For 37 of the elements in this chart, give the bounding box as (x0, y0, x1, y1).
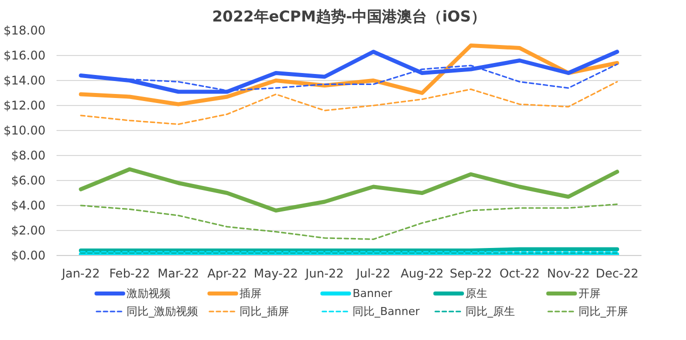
legend-label: 开屏 (578, 287, 600, 300)
line-series (80, 204, 618, 240)
y-tick-label: $2.00 (11, 224, 46, 238)
x-tick-label: Jun-22 (304, 266, 344, 280)
line-series (80, 81, 618, 125)
y-tick-label: $12.00 (4, 98, 46, 112)
y-tick-label: $10.00 (4, 124, 46, 138)
x-tick-label: Jul-22 (355, 266, 390, 280)
x-tick-label: Sep-22 (450, 266, 492, 280)
legend-label: 同比_激励视频 (126, 305, 198, 318)
x-tick-label: Aug-22 (400, 266, 444, 280)
x-tick-label: Oct-22 (499, 266, 540, 280)
y-tick-label: $16.00 (4, 48, 46, 62)
x-tick-label: Dec-22 (596, 266, 639, 280)
legend-label: 同比_原生 (466, 305, 516, 318)
legend-label: Banner (352, 287, 393, 300)
legend-label: 同比_插屏 (240, 305, 290, 318)
y-tick-label: $18.00 (4, 24, 46, 38)
x-tick-label: Nov-22 (547, 266, 590, 280)
legend-label: 同比_Banner (352, 305, 420, 318)
x-tick-label: May-22 (254, 266, 298, 280)
line-series (78, 167, 620, 212)
y-tick-label: $0.00 (11, 248, 46, 262)
x-tick-label: Feb-22 (109, 266, 150, 280)
y-tick-label: $4.00 (11, 198, 46, 212)
x-tick-label: Apr-22 (207, 266, 247, 280)
x-tick-label: Jan-22 (60, 266, 100, 280)
y-tick-label: $6.00 (11, 174, 46, 188)
y-tick-label: $14.00 (4, 74, 46, 88)
legend-label: 原生 (466, 287, 488, 300)
legend-label: 插屏 (240, 287, 262, 300)
line-series (78, 44, 620, 106)
legend-label: 同比_开屏 (578, 305, 628, 318)
y-tick-label: $8.00 (11, 148, 46, 162)
x-tick-label: Mar-22 (158, 266, 200, 280)
legend-label: 激励视频 (126, 287, 171, 300)
chart-title: 2022年eCPM趋势-中国港澳台（iOS） (212, 8, 486, 26)
